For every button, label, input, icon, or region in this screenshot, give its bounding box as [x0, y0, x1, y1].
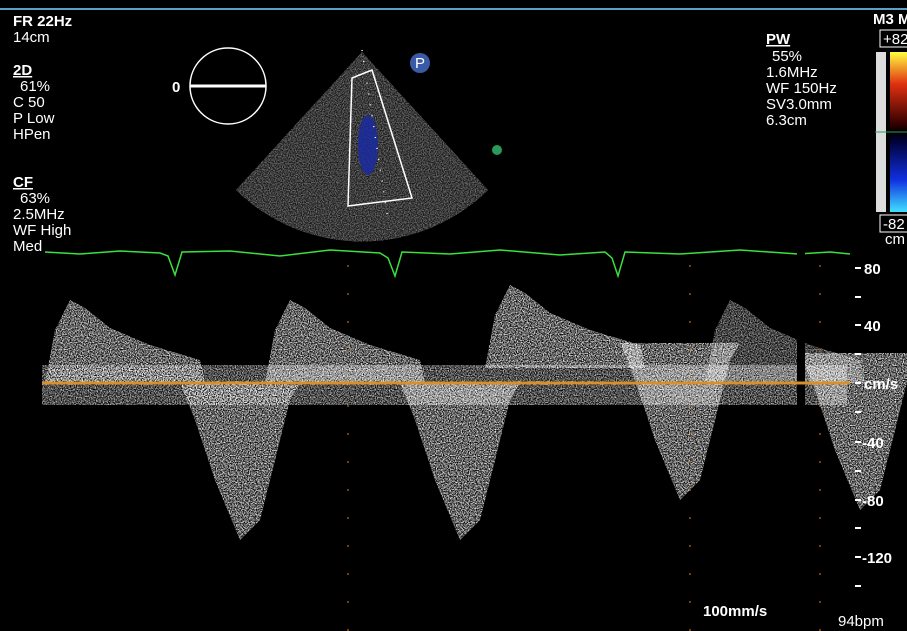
probe-marker — [410, 53, 430, 73]
mode-2d-compression: C 50 — [13, 94, 45, 111]
scale-label: -80 — [862, 493, 884, 510]
pw-gain: 55% — [772, 48, 802, 65]
probe-marker-label: P — [415, 55, 425, 72]
mode-2d-gain: 61% — [20, 78, 50, 95]
color-flow — [358, 115, 378, 175]
scale-label: 80 — [864, 261, 881, 278]
color-flow-setting: Med — [13, 238, 42, 255]
frame-rate: FR 22Hz — [13, 13, 72, 30]
mode-2d-power: P Low — [13, 110, 55, 127]
color-bar-min: -82 — [883, 216, 905, 233]
pw-gate-depth: 6.3cm — [766, 112, 807, 129]
scale-label: 40 — [864, 318, 881, 335]
color-flow-title: CF — [13, 174, 33, 191]
reverse-flow — [180, 383, 300, 540]
velocity-scale — [855, 267, 861, 587]
color-bar-max: +82 — [883, 31, 907, 48]
scale-label: cm/s — [864, 376, 898, 393]
color-flow-gain: 63% — [20, 190, 50, 207]
pw-sample-volume: SV3.0mm — [766, 96, 832, 113]
ecg-trace — [44, 249, 851, 279]
pw-title: PW — [766, 31, 791, 48]
sweep-speed: 100mm/s — [703, 603, 767, 620]
color-bar-min-box — [879, 214, 907, 233]
depth: 14cm — [13, 29, 50, 46]
mode-2d-title: 2D — [13, 62, 32, 79]
pw-frequency: 1.6MHz — [766, 64, 818, 81]
scale-label: -120 — [862, 550, 892, 567]
cursor-line — [361, 49, 389, 221]
scale-label: -40 — [862, 435, 884, 452]
forward-flow — [45, 300, 205, 383]
heart-rate: 94bpm — [838, 613, 884, 630]
color-flow-wall-filter: WF High — [13, 222, 71, 239]
doppler-spectrum — [42, 285, 907, 540]
color-bar-mode: M3 M — [873, 11, 907, 28]
sweep-bar — [797, 250, 805, 631]
mode-2d-harmonic: HPen — [13, 126, 51, 143]
orientation-dot — [492, 145, 502, 155]
angle-label: 0 — [172, 79, 180, 96]
pw-wall-filter: WF 150Hz — [766, 80, 837, 97]
color-bar-unit: cm — [885, 231, 905, 248]
color-flow-frequency: 2.5MHz — [13, 206, 65, 223]
color-bar-max-box — [879, 29, 907, 48]
